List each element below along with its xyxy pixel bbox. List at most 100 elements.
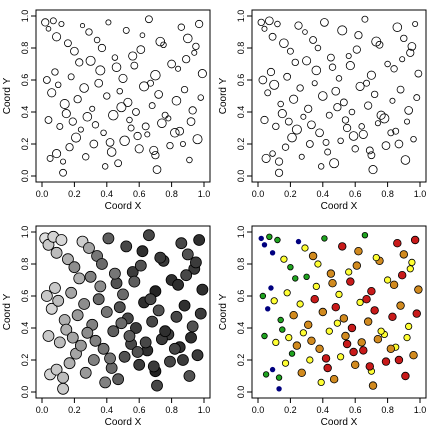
y-tick-label: 1.0 bbox=[236, 226, 246, 239]
data-point bbox=[57, 382, 69, 395]
data-point bbox=[49, 282, 61, 294]
y-tick-label: 0.0 bbox=[20, 170, 30, 183]
data-point bbox=[374, 120, 381, 127]
data-point bbox=[145, 15, 153, 24]
data-point bbox=[100, 306, 113, 318]
data-point bbox=[327, 53, 335, 62]
data-point bbox=[285, 333, 293, 342]
x-tick-label: 0.2 bbox=[284, 189, 297, 199]
data-point bbox=[96, 258, 108, 270]
data-point bbox=[302, 29, 308, 35]
x-tick-label: 0.8 bbox=[165, 405, 178, 415]
data-point bbox=[115, 317, 128, 330]
data-point bbox=[127, 124, 135, 132]
data-point bbox=[89, 105, 96, 112]
x-tick-label: 0.0 bbox=[36, 405, 49, 415]
data-point bbox=[91, 121, 100, 129]
data-point bbox=[111, 54, 119, 61]
y-tick-label: 0.8 bbox=[20, 258, 30, 271]
data-point bbox=[139, 32, 146, 38]
data-point bbox=[188, 106, 197, 115]
y-tick-label: 0.2 bbox=[20, 354, 30, 367]
data-point bbox=[49, 17, 57, 25]
data-point bbox=[269, 250, 276, 256]
data-point bbox=[373, 335, 383, 344]
data-point bbox=[155, 36, 166, 47]
data-point bbox=[410, 235, 420, 245]
data-point bbox=[79, 23, 86, 29]
data-point bbox=[93, 36, 101, 44]
y-tick-label: 0.0 bbox=[20, 386, 30, 399]
data-point bbox=[50, 246, 63, 259]
data-point bbox=[133, 358, 146, 371]
data-point bbox=[83, 242, 95, 254]
data-point bbox=[400, 155, 411, 165]
data-point bbox=[362, 295, 371, 304]
data-point bbox=[339, 314, 349, 323]
data-point bbox=[347, 323, 357, 333]
data-point bbox=[306, 356, 314, 364]
data-point bbox=[318, 307, 327, 317]
data-point bbox=[136, 45, 146, 54]
data-point bbox=[266, 67, 276, 77]
data-point bbox=[308, 251, 318, 261]
data-point bbox=[345, 61, 355, 71]
data-point bbox=[102, 232, 115, 245]
data-point bbox=[113, 301, 126, 314]
data-point bbox=[77, 126, 84, 133]
data-point bbox=[363, 79, 370, 87]
data-point bbox=[414, 69, 423, 78]
data-point bbox=[403, 333, 411, 342]
data-point bbox=[266, 233, 273, 240]
data-point bbox=[132, 108, 140, 116]
data-point bbox=[100, 129, 107, 137]
data-point bbox=[339, 98, 348, 107]
x-tick-label: 0.6 bbox=[133, 405, 146, 415]
data-point bbox=[195, 19, 204, 29]
data-point bbox=[296, 300, 304, 308]
data-point bbox=[261, 242, 268, 248]
data-point bbox=[151, 151, 160, 160]
y-tick-label: 0.6 bbox=[20, 74, 30, 87]
data-point bbox=[407, 42, 417, 51]
data-point bbox=[338, 242, 347, 251]
data-point bbox=[147, 360, 160, 373]
data-point bbox=[394, 139, 404, 149]
data-point bbox=[414, 285, 423, 294]
x-tick-label: 0.2 bbox=[284, 405, 297, 415]
data-point bbox=[335, 75, 343, 82]
data-point bbox=[73, 95, 82, 104]
data-point bbox=[261, 25, 268, 32]
data-point bbox=[372, 254, 380, 262]
data-point bbox=[259, 292, 267, 300]
data-point bbox=[337, 137, 344, 145]
data-point bbox=[277, 316, 284, 324]
data-point bbox=[157, 118, 167, 128]
data-point bbox=[41, 18, 50, 27]
data-point bbox=[258, 75, 268, 85]
data-point bbox=[151, 379, 163, 392]
data-point bbox=[399, 250, 408, 259]
data-point bbox=[94, 280, 107, 293]
data-point bbox=[359, 346, 368, 355]
data-point bbox=[389, 97, 396, 104]
data-point bbox=[193, 234, 206, 246]
data-point bbox=[175, 65, 182, 72]
data-point bbox=[268, 32, 277, 41]
data-point bbox=[82, 112, 93, 122]
data-point bbox=[397, 271, 407, 280]
data-point bbox=[279, 326, 286, 333]
data-point bbox=[366, 70, 376, 80]
data-point bbox=[123, 97, 133, 107]
y-tick-label: 0.2 bbox=[236, 138, 246, 151]
data-point bbox=[57, 371, 69, 384]
data-point bbox=[84, 270, 97, 283]
data-point bbox=[79, 366, 92, 379]
data-point bbox=[170, 310, 183, 323]
data-point bbox=[329, 158, 340, 169]
data-point bbox=[189, 256, 202, 269]
data-point bbox=[368, 165, 378, 175]
data-point bbox=[274, 157, 284, 166]
data-point bbox=[326, 269, 336, 278]
